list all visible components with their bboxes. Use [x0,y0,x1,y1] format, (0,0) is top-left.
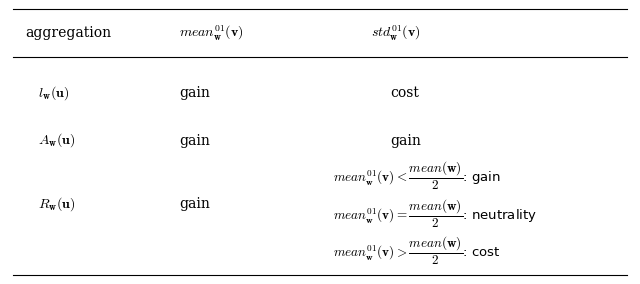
Text: $\mathit{mean}_{\mathbf{w}}^{01}(\mathbf{v}) < \dfrac{\mathit{mean}(\mathbf{w})}: $\mathit{mean}_{\mathbf{w}}^{01}(\mathbf… [333,160,500,192]
Text: $\mathit{mean}_{\mathbf{w}}^{01}(\mathbf{v}) > \dfrac{\mathit{mean}(\mathbf{w})}: $\mathit{mean}_{\mathbf{w}}^{01}(\mathbf… [333,235,500,268]
Text: gain: gain [179,133,210,148]
Text: cost: cost [390,86,419,100]
Text: gain: gain [390,133,421,148]
Text: $\mathit{mean}_{\mathbf{w}}^{01}(\mathbf{v}) = \dfrac{\mathit{mean}(\mathbf{w})}: $\mathit{mean}_{\mathbf{w}}^{01}(\mathbf… [333,198,537,231]
Text: gain: gain [179,197,210,212]
Text: gain: gain [179,86,210,100]
Text: $\mathit{l}_{\mathbf{w}}(\mathbf{u})$: $\mathit{l}_{\mathbf{w}}(\mathbf{u})$ [38,84,70,102]
Text: $\mathit{R}_{\mathbf{w}}(\mathbf{u})$: $\mathit{R}_{\mathbf{w}}(\mathbf{u})$ [38,196,76,213]
Text: aggregation: aggregation [26,26,112,40]
Text: $\mathit{mean}_{\mathbf{w}}^{01}(\mathbf{v})$: $\mathit{mean}_{\mathbf{w}}^{01}(\mathbf… [179,23,244,42]
Text: $\mathit{std}_{\mathbf{w}}^{01}(\mathbf{v})$: $\mathit{std}_{\mathbf{w}}^{01}(\mathbf{… [371,23,420,42]
Text: $\mathit{A}_{\mathbf{w}}(\mathbf{u})$: $\mathit{A}_{\mathbf{w}}(\mathbf{u})$ [38,132,76,149]
